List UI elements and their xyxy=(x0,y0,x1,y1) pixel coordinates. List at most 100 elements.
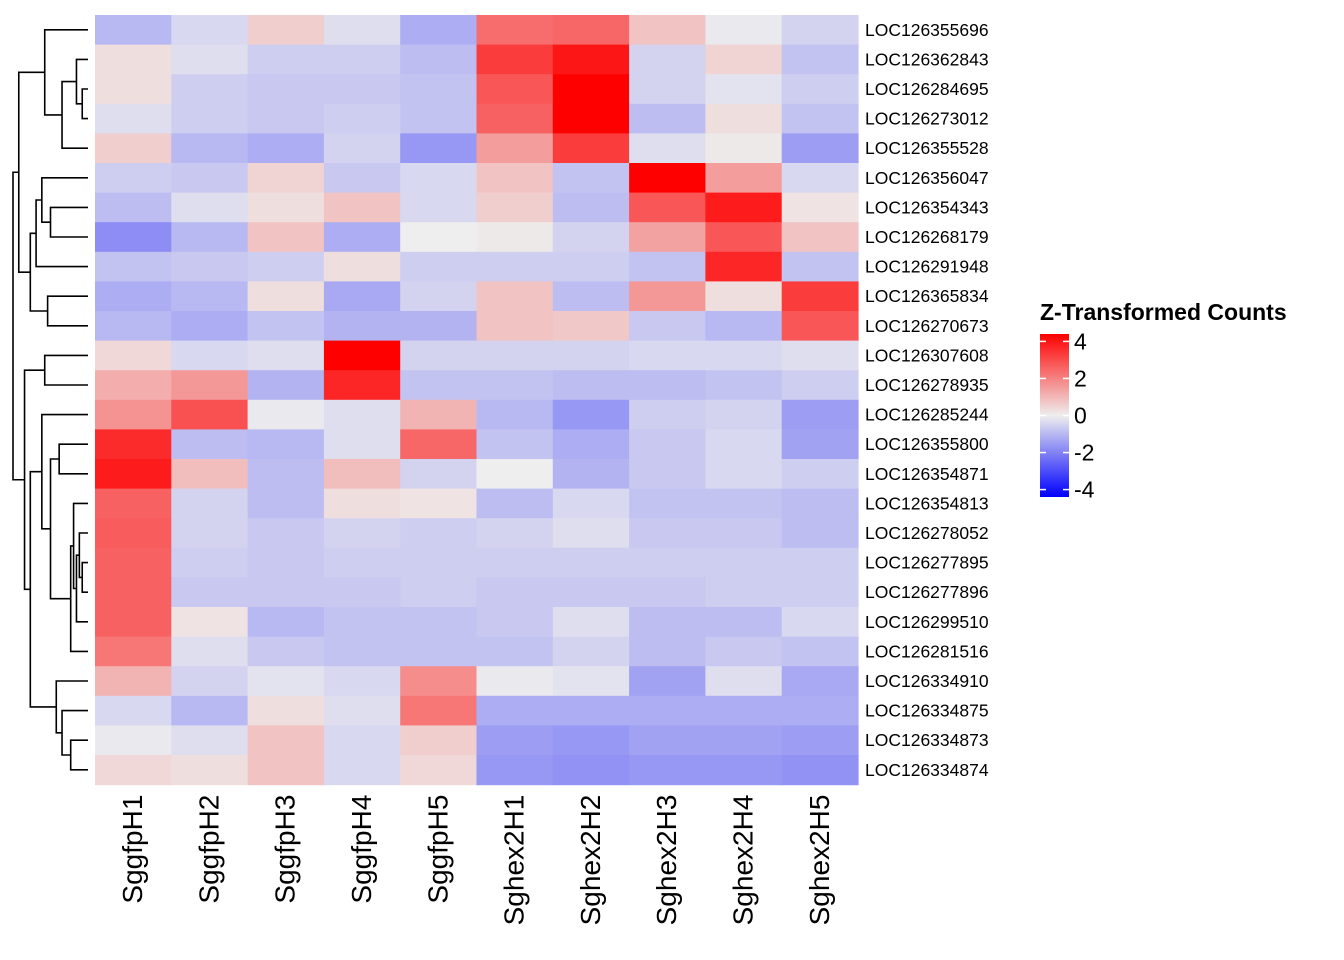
heatmap-cell xyxy=(629,251,706,282)
row-label: LOC126299510 xyxy=(865,612,989,632)
heatmap-cell xyxy=(629,695,706,726)
heatmap-cell xyxy=(171,429,249,460)
heatmap-cell xyxy=(705,695,783,726)
heatmap-cell xyxy=(476,666,554,697)
heatmap-cell xyxy=(247,695,325,726)
heatmap-cell xyxy=(476,251,554,282)
heatmap-cell xyxy=(247,281,325,312)
heatmap-cell xyxy=(705,74,783,105)
heatmap-cell xyxy=(705,133,783,164)
heatmap-cell xyxy=(323,163,401,194)
row-label: LOC126355696 xyxy=(865,20,989,40)
heatmap-cell xyxy=(781,222,859,253)
heatmap-cell xyxy=(781,666,859,697)
row-label: LOC126281516 xyxy=(865,641,989,661)
heatmap-cell xyxy=(705,577,783,608)
heatmap-cell xyxy=(323,695,401,726)
heatmap-cell xyxy=(552,459,630,490)
heatmap-cell xyxy=(705,636,783,667)
heatmap-cell xyxy=(781,370,859,401)
heatmap-cell xyxy=(323,222,401,253)
heatmap-cell xyxy=(400,725,478,756)
heatmap-cell xyxy=(247,103,325,134)
row-labels: LOC126355696 LOC126362843 LOC126284695 LOC1… xyxy=(865,20,989,780)
heatmap-cell xyxy=(323,340,401,371)
heatmap-cell xyxy=(476,755,554,786)
legend: Z-Transformed Counts 4 2 0 -2 -4 xyxy=(1040,299,1287,503)
heatmap-cell xyxy=(95,725,172,756)
legend-tick-label: -2 xyxy=(1074,440,1094,466)
heatmap-cell xyxy=(781,695,859,726)
heatmap-cell xyxy=(781,251,859,282)
heatmap-cell xyxy=(400,695,478,726)
heatmap-cell xyxy=(400,577,478,608)
heatmap-cell xyxy=(400,459,478,490)
heatmap-cell xyxy=(629,488,706,519)
heatmap-cell xyxy=(629,103,706,134)
heatmap-cell xyxy=(247,311,325,342)
heatmap-cell xyxy=(95,251,172,282)
row-label: LOC126365834 xyxy=(865,286,989,306)
heatmap-cell xyxy=(400,488,478,519)
row-label: LOC126285244 xyxy=(865,405,989,425)
heatmap-cell xyxy=(171,192,249,223)
heatmap-cell xyxy=(552,518,630,549)
heatmap-cell xyxy=(247,133,325,164)
heatmap-cell xyxy=(476,577,554,608)
heatmap-cell xyxy=(171,281,249,312)
heatmap-cell xyxy=(95,15,172,46)
heatmap-cell xyxy=(629,340,706,371)
heatmap-cell xyxy=(323,370,401,401)
heatmap-cell xyxy=(400,103,478,134)
heatmap-cell xyxy=(476,725,554,756)
heatmap-cell xyxy=(629,44,706,75)
heatmap-cell xyxy=(705,725,783,756)
heatmap-cell xyxy=(247,755,325,786)
heatmap-cell xyxy=(95,370,172,401)
heatmap-cell xyxy=(171,459,249,490)
heatmap-cell xyxy=(552,163,630,194)
dendrogram-branch xyxy=(81,561,88,593)
heatmap-cell xyxy=(781,755,859,786)
heatmap-cell xyxy=(171,577,249,608)
heatmap-cell xyxy=(323,311,401,342)
heatmap-cell xyxy=(781,518,859,549)
column-label: SggfpH4 xyxy=(346,795,377,904)
heatmap-cell xyxy=(400,281,478,312)
heatmap-cell xyxy=(171,518,249,549)
row-label: LOC126355800 xyxy=(865,434,989,454)
dendrogram-branch xyxy=(46,295,88,327)
heatmap-cell xyxy=(552,44,630,75)
heatmap-cell xyxy=(552,74,630,105)
heatmap-cell xyxy=(171,311,249,342)
heatmap-cell xyxy=(705,488,783,519)
column-label: Sghex2H4 xyxy=(728,795,759,926)
heatmap-cell xyxy=(95,192,172,223)
heatmap-cell xyxy=(323,251,401,282)
row-label: LOC126354343 xyxy=(865,197,989,217)
heatmap-cell xyxy=(629,163,706,194)
row-label: LOC126334875 xyxy=(865,701,989,721)
heatmap-cell xyxy=(629,547,706,578)
heatmap-cell xyxy=(171,636,249,667)
heatmap-cell xyxy=(323,429,401,460)
heatmap-cell xyxy=(171,15,249,46)
heatmap-cell xyxy=(476,74,554,105)
heatmap-cell xyxy=(400,666,478,697)
heatmap-cell xyxy=(476,133,554,164)
heatmap-cell xyxy=(705,666,783,697)
heatmap-cell xyxy=(629,755,706,786)
heatmap-cell xyxy=(400,44,478,75)
heatmap-cell xyxy=(552,666,630,697)
heatmap-cell xyxy=(171,488,249,519)
heatmap-cell xyxy=(781,577,859,608)
heatmap-cell xyxy=(476,429,554,460)
heatmap-cell xyxy=(705,399,783,430)
heatmap-cell xyxy=(552,636,630,667)
column-label: SggfpH2 xyxy=(193,795,224,904)
heatmap-cell xyxy=(95,547,172,578)
heatmap-cell xyxy=(400,607,478,638)
row-label: LOC126362843 xyxy=(865,49,989,69)
heatmap-cell xyxy=(629,192,706,223)
